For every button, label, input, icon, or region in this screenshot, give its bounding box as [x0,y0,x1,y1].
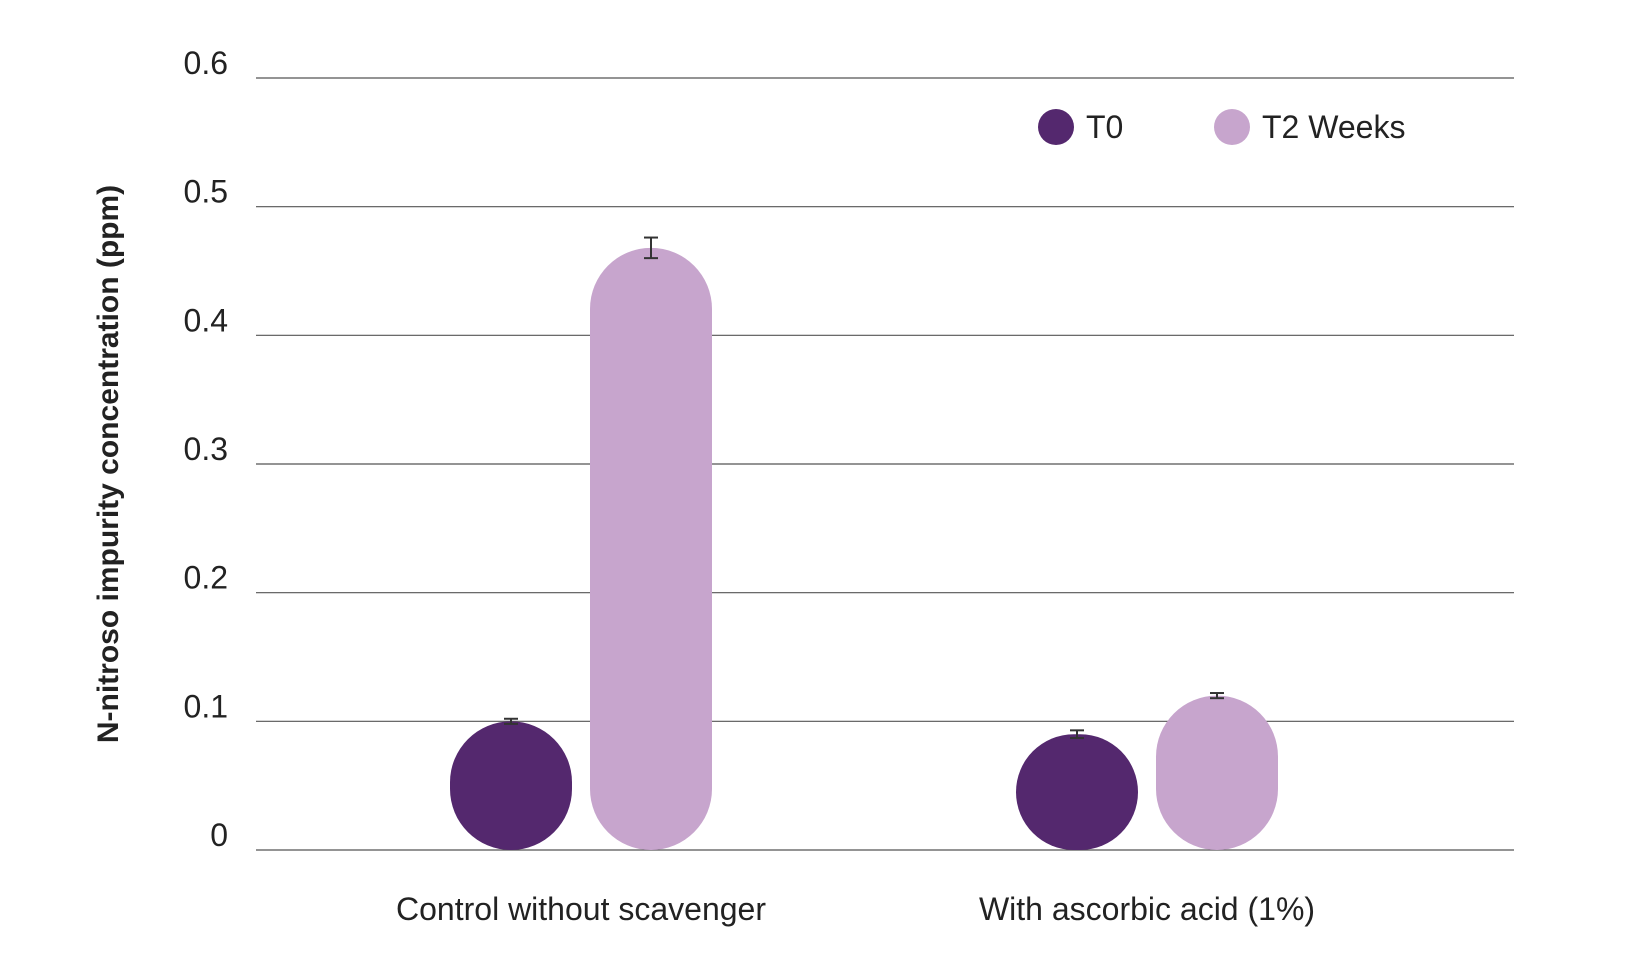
legend-label: T0 [1086,109,1123,145]
y-tick-label: 0.2 [184,560,228,596]
legend-swatch [1214,109,1250,145]
error-bar [1210,692,1224,700]
x-category-label: Control without scavenger [396,891,766,927]
bar-t2-weeks-control [590,247,712,851]
bar-t2-weeks-ascorbic-acid [1156,695,1278,850]
y-axis-title: N-nitroso impurity concentration (ppm) [92,185,125,743]
y-tick-label: 0.1 [184,688,228,724]
x-category-label: With ascorbic acid (1%) [979,891,1315,927]
bar-t0-ascorbic-acid [1016,734,1138,850]
error-bar [644,236,658,260]
y-tick-label: 0.4 [184,302,228,338]
x-axis-categories: Control without scavenger With ascorbic a… [396,891,1315,927]
legend-label: T2 Weeks [1262,109,1405,145]
legend-swatch [1038,109,1074,145]
legend-item-t2-weeks: T2 Weeks [1214,109,1405,145]
error-bar [1070,729,1084,740]
y-tick-label: 0.6 [184,45,228,81]
y-tick-label: 0 [210,817,228,853]
error-bars [504,236,1224,740]
y-tick-label: 0.3 [184,431,228,467]
gridlines [256,77,1514,851]
legend-item-t0: T0 [1038,109,1123,145]
y-tick-label: 0.5 [184,174,228,210]
legend: T0 T2 Weeks [1038,109,1405,145]
bar-t0-control [450,721,572,850]
error-bar [504,717,518,725]
y-axis-ticks: 0 0.1 0.2 0.3 0.4 0.5 0.6 [184,45,228,853]
bars [450,247,1278,851]
